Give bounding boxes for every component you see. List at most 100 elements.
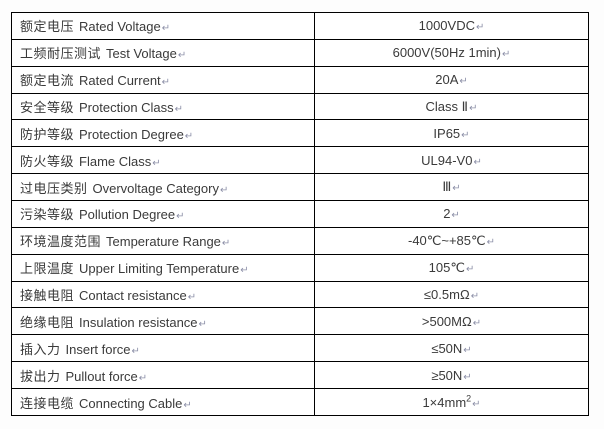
- spec-value-cell: 2↵: [314, 200, 589, 228]
- table-row: 上限温度 Upper Limiting Temperature↵ 105℃↵: [11, 253, 589, 282]
- spec-label-zh: 防火等级: [20, 153, 75, 169]
- spec-label-cell: 拔出力 Pullout force↵: [11, 361, 315, 390]
- paragraph-return-icon: ↵: [459, 76, 468, 88]
- table-row: 工频耐压测试 Test Voltage↵ 6000V(50Hz 1min)↵: [11, 38, 589, 67]
- spec-label-zh: 污染等级: [20, 207, 75, 223]
- spec-value-cell: 1×4mm2↵: [314, 388, 589, 416]
- table-row: 接触电阻 Contact resistance↵ ≤0.5mΩ↵: [11, 280, 589, 309]
- spec-value: UL94-V0: [421, 152, 473, 168]
- paragraph-return-icon: ↵: [463, 344, 472, 356]
- spec-value-cell: 6000V(50Hz 1min)↵: [314, 38, 589, 67]
- spec-label-cell: 插入力 Insert force↵: [11, 334, 315, 363]
- spec-value-cell: -40℃~+85℃↵: [314, 226, 589, 255]
- paragraph-return-icon: ↵: [177, 50, 187, 62]
- paragraph-return-icon: ↵: [184, 130, 194, 142]
- spec-label-en: Rated Current: [79, 73, 161, 89]
- spec-label-en: Protection Class: [79, 100, 174, 115]
- spec-label-cell: 防护等级 Protection Degree↵: [11, 119, 315, 148]
- paragraph-return-icon: ↵: [198, 318, 207, 330]
- paragraph-return-icon: ↵: [187, 292, 197, 304]
- spec-label-en: Test Voltage: [106, 46, 177, 62]
- spec-label-cell: 工频耐压测试 Test Voltage↵: [11, 38, 315, 67]
- paragraph-return-icon: ↵: [475, 22, 485, 34]
- spec-label-en: Connecting Cable: [79, 395, 183, 411]
- spec-value-cell: >500MΩ↵: [314, 307, 589, 336]
- paragraph-return-icon: ↵: [451, 210, 460, 222]
- table-row: 环境温度范围 Temperature Range↵ -40℃~+85℃↵: [11, 226, 589, 255]
- spec-value: 20A: [435, 72, 459, 88]
- paragraph-return-icon: ↵: [219, 184, 229, 196]
- spec-label-en: Temperature Range: [106, 234, 221, 250]
- spec-label-en: Upper Limiting Temperature: [79, 261, 240, 277]
- paragraph-return-icon: ↵: [463, 371, 472, 383]
- paragraph-return-icon: ↵: [472, 317, 482, 329]
- spec-value: -40℃~+85℃: [407, 232, 486, 248]
- spec-value-cell: Class Ⅱ↵: [314, 92, 589, 121]
- spec-value: 1×4mm2: [422, 393, 472, 410]
- spec-label-cell: 安全等级 Protection Class↵: [11, 92, 315, 121]
- table-row: 防护等级 Protection Degree↵ IP65↵: [11, 119, 589, 148]
- spec-label-cell: 环境温度范围 Temperature Range↵: [11, 226, 315, 255]
- spec-label-zh: 过电压类别: [20, 180, 88, 196]
- table-row: 绝缘电阻 Insulation resistance↵ >500MΩ↵: [11, 307, 589, 336]
- spec-value-cell: 20A↵: [314, 65, 589, 94]
- paragraph-return-icon: ↵: [469, 102, 478, 114]
- spec-label-cell: 上限温度 Upper Limiting Temperature↵: [11, 253, 315, 282]
- spec-label-zh: 工频耐压测试: [20, 46, 102, 62]
- spec-value: 6000V(50Hz 1min): [392, 45, 501, 61]
- spec-value: Class Ⅱ: [425, 98, 469, 114]
- spec-label-zh: 接触电阻: [20, 288, 75, 304]
- paragraph-return-icon: ↵: [138, 372, 148, 384]
- spec-label-en: Rated Voltage: [79, 19, 161, 35]
- paragraph-return-icon: ↵: [161, 77, 171, 89]
- spec-table-body: 额定电压 Rated Voltage↵ 1000VDC↵ 工频耐压测试 Test Vol…: [11, 12, 589, 416]
- spec-label-cell: 污染等级 Pollution Degree↵: [11, 200, 315, 228]
- spec-label-zh: 额定电流: [20, 73, 75, 89]
- spec-table: 额定电压 Rated Voltage↵ 1000VDC↵ 工频耐压测试 Test Vol…: [11, 12, 589, 416]
- spec-label-en: Overvoltage Category: [92, 180, 219, 196]
- spec-value-cell: 1000VDC↵: [314, 12, 589, 40]
- table-row: 安全等级 Protection Class ↵ Class Ⅱ↵: [11, 92, 589, 121]
- table-row: 额定电压 Rated Voltage↵ 1000VDC↵: [11, 12, 589, 40]
- spec-value-cell: UL94-V0↵: [314, 146, 589, 175]
- spec-label-cell: 额定电压 Rated Voltage↵: [11, 12, 315, 40]
- spec-label-zh: 上限温度: [20, 261, 75, 277]
- spec-label-cell: 绝缘电阻 Insulation resistance↵: [11, 307, 315, 336]
- spec-label-cell: 连接电缆 Connecting Cable↵: [11, 388, 315, 416]
- spec-value: 105℃: [428, 259, 465, 275]
- spec-label-en: Protection Degree: [79, 126, 184, 142]
- spec-label-en: Flame Class: [79, 153, 152, 169]
- table-row: 插入力 Insert force↵ ≤50N↵: [11, 334, 589, 363]
- paragraph-return-icon: ↵: [176, 211, 185, 223]
- spec-value-cell: Ⅲ↵: [314, 173, 589, 202]
- spec-label-en: Pullout force: [65, 368, 138, 384]
- spec-value: Ⅲ: [442, 179, 452, 195]
- table-row: 污染等级 Pollution Degree↵ 2↵: [11, 200, 589, 228]
- paragraph-return-icon: ↵: [502, 49, 511, 61]
- paragraph-return-icon: ↵: [470, 291, 480, 303]
- spec-label-zh: 环境温度范围: [20, 234, 102, 250]
- spec-value-cell: ≤50N↵: [314, 334, 589, 363]
- spec-label-en: Pollution Degree: [79, 207, 176, 223]
- paragraph-return-icon: ↵: [183, 399, 192, 411]
- table-row: 过电压类别 Overvoltage Category↵ Ⅲ↵: [11, 173, 589, 202]
- spec-label-zh: 额定电压: [20, 19, 75, 35]
- paragraph-return-icon: ↵: [465, 263, 475, 275]
- paragraph-return-icon: ↵: [473, 156, 482, 168]
- spec-value: >500MΩ: [421, 313, 472, 329]
- spec-value-cell: 105℃↵: [314, 253, 589, 282]
- spec-value: ≥50N: [431, 367, 463, 383]
- spec-label-en: Insulation resistance: [79, 314, 198, 330]
- paragraph-return-icon: ↵: [152, 157, 161, 169]
- spec-label-cell: 防火等级 Flame Class↵: [11, 146, 315, 175]
- spec-label-zh: 防护等级: [20, 126, 75, 142]
- spec-label-zh: 安全等级: [20, 100, 75, 115]
- spec-value-cell: IP65↵: [314, 119, 589, 148]
- spec-value: 1000VDC: [418, 18, 475, 34]
- spec-label-en: Insert force: [65, 341, 131, 357]
- spec-label-zh: 拔出力: [20, 368, 61, 384]
- spec-value: IP65: [433, 125, 461, 141]
- paragraph-return-icon: ↵: [221, 238, 231, 250]
- spec-label-zh: 插入力: [20, 341, 61, 357]
